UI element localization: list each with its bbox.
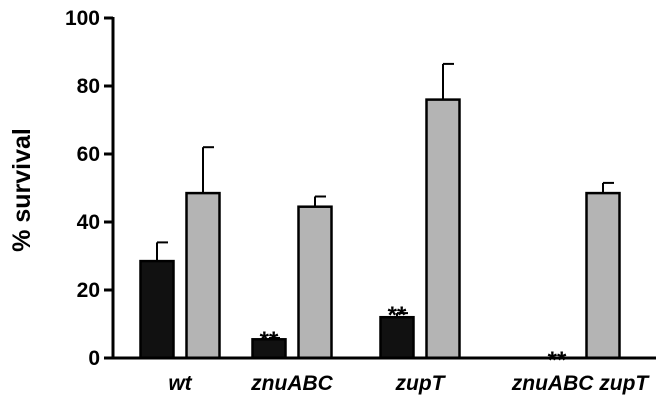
significance-marker: ** bbox=[260, 327, 279, 354]
x-tick-label: wt bbox=[168, 372, 192, 395]
bar bbox=[185, 191, 221, 360]
bar bbox=[297, 205, 333, 360]
y-tick-label: 0 bbox=[88, 347, 100, 370]
y-tick-label: 40 bbox=[77, 211, 100, 234]
significance-marker: ** bbox=[548, 347, 567, 374]
x-tick-label: znuABC zupT bbox=[511, 372, 651, 395]
y-tick-label: 20 bbox=[77, 279, 100, 302]
y-tick-label: 100 bbox=[65, 7, 100, 30]
x-tick-label: znuABC bbox=[250, 372, 333, 395]
y-tick-label: 80 bbox=[77, 75, 100, 98]
y-tick-label: 60 bbox=[77, 143, 100, 166]
x-tick-label: zupT bbox=[395, 372, 447, 395]
significance-annotations: ** ** ** bbox=[260, 302, 567, 374]
y-axis-ticks: 0 20 40 60 80 100 bbox=[65, 7, 113, 370]
bar bbox=[425, 98, 461, 360]
significance-marker: ** bbox=[388, 302, 407, 329]
y-axis-title: % survival bbox=[8, 128, 36, 252]
bar bbox=[139, 259, 175, 360]
error-bars bbox=[156, 62, 614, 340]
x-axis-tick-labels: wt znuABC zupT znuABC zupT bbox=[168, 372, 650, 395]
bar bbox=[585, 191, 621, 360]
bars bbox=[139, 98, 621, 360]
